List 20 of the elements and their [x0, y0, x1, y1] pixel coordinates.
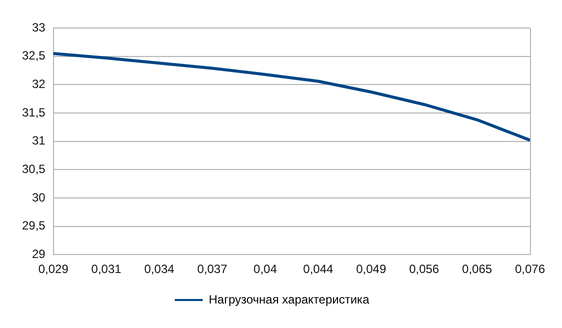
x-tick-label: 0,065 — [462, 262, 492, 276]
x-tick-label: 0,056 — [409, 262, 440, 276]
y-tick-label: 32,5 — [22, 48, 46, 63]
y-tick-label: 30,5 — [22, 162, 46, 176]
y-tick-label: 33 — [32, 20, 46, 34]
x-tick-label: 0,076 — [514, 262, 546, 276]
x-tick-label: 0,037 — [197, 262, 228, 276]
y-tick-label: 30 — [32, 190, 46, 204]
x-tick-label: 0,044 — [303, 262, 334, 276]
x-tick-label: 0,04 — [254, 262, 278, 276]
x-tick-label: 0,031 — [91, 262, 122, 276]
y-tick-label: 32 — [32, 76, 46, 91]
legend-label: Нагрузочная характеристика — [208, 292, 370, 306]
x-tick-label: 0,049 — [356, 262, 386, 276]
y-tick-label: 29 — [32, 246, 46, 261]
y-tick-label: 31 — [32, 134, 46, 148]
x-tick-label: 0,029 — [38, 262, 69, 276]
y-tick-label: 29,5 — [22, 218, 46, 233]
y-tick-label: 31,5 — [22, 105, 46, 120]
x-tick-label: 0,034 — [144, 262, 175, 276]
